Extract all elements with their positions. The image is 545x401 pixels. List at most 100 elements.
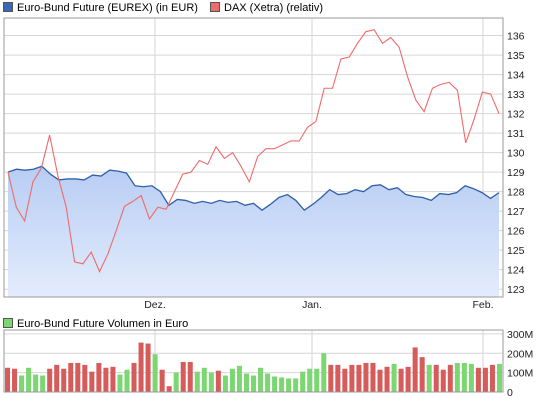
legend-item-bund: Euro-Bund Future (EUREX) (in EUR) <box>3 2 198 15</box>
volume-y-tick-label: 300M <box>507 329 533 341</box>
volume-bar <box>180 361 186 392</box>
volume-bar <box>229 368 235 392</box>
volume-bar <box>166 386 172 392</box>
legend-swatch-dax <box>210 2 220 13</box>
volume-bar <box>75 362 81 392</box>
volume-bar <box>265 373 271 392</box>
y-tick-label: 126 <box>507 226 525 238</box>
legend-swatch-volume <box>3 318 13 329</box>
volume-bar <box>145 343 151 392</box>
volume-y-tick-label: 0 <box>507 387 513 399</box>
y-tick-label: 129 <box>507 167 525 179</box>
volume-bar <box>124 369 130 392</box>
volume-bar <box>131 362 137 392</box>
volume-bar <box>47 368 53 392</box>
y-tick-label: 128 <box>507 187 525 199</box>
volume-bar <box>412 347 418 392</box>
volume-bar <box>89 371 95 392</box>
volume-bar <box>293 378 299 392</box>
volume-bar <box>68 362 74 392</box>
volume-bar <box>496 363 502 392</box>
volume-bar <box>279 377 285 392</box>
volume-bar <box>117 374 123 392</box>
y-tick-label: 130 <box>507 148 525 160</box>
volume-bar <box>201 367 207 392</box>
volume-bar <box>300 371 306 392</box>
volume-bar <box>321 353 327 392</box>
volume-plot-frame <box>3 329 504 393</box>
volume-bar <box>215 370 221 392</box>
volume-bar <box>363 362 369 392</box>
volume-bar <box>33 374 39 392</box>
bund-area <box>8 166 499 297</box>
volume-bar <box>384 366 390 392</box>
volume-bar <box>250 375 257 392</box>
volume-bar <box>152 354 158 392</box>
y-tick-label: 124 <box>507 265 525 277</box>
volume-y-tick-label: 200M <box>507 348 533 360</box>
volume-bar <box>96 362 102 392</box>
volume-bar <box>222 375 228 392</box>
volume-bar <box>342 368 348 392</box>
volume-bar <box>19 375 25 392</box>
volume-bar <box>307 368 313 392</box>
volume-bar <box>405 366 411 392</box>
volume-bar <box>5 367 11 392</box>
y-tick-label: 134 <box>507 70 525 82</box>
y-tick-label: 127 <box>507 206 525 218</box>
volume-bar <box>103 367 109 392</box>
volume-bar <box>440 369 446 392</box>
volume-bar <box>447 364 453 393</box>
volume-bar <box>26 367 32 392</box>
volume-bar <box>159 369 165 392</box>
volume-bar <box>454 362 460 392</box>
volume-bar <box>356 364 362 393</box>
volume-bar <box>426 364 432 393</box>
volume-bar <box>370 362 376 392</box>
volume-bar <box>82 364 88 393</box>
volume-bar <box>433 364 439 393</box>
y-tick-label: 123 <box>507 284 525 296</box>
volume-bar <box>391 363 397 392</box>
y-tick-label: 125 <box>507 245 525 257</box>
bund-series-line <box>7 165 500 212</box>
y-tick-label: 135 <box>507 50 525 62</box>
volume-bar <box>482 367 488 392</box>
volume-bar <box>314 368 320 392</box>
volume-bar <box>54 364 60 393</box>
volume-bar <box>173 372 179 393</box>
volume-bar <box>419 357 425 393</box>
volume-bar <box>328 364 334 393</box>
main-plot-frame <box>3 17 504 298</box>
legend-swatch-bund <box>3 2 13 13</box>
volume-bar <box>489 364 495 393</box>
volume-bar <box>138 342 144 392</box>
x-tick-label: Feb. <box>472 299 493 311</box>
volume-bar <box>398 368 404 392</box>
volume-bar <box>468 363 474 392</box>
legend-item-dax: DAX (Xetra) (relativ) <box>210 2 323 15</box>
volume-bar <box>40 375 46 392</box>
legend-label-bund: Euro-Bund Future (EUREX) (in EUR) <box>17 2 198 14</box>
volume-bar <box>12 368 18 392</box>
volume-bar <box>61 368 67 392</box>
legend-label-dax: DAX (Xetra) (relativ) <box>224 2 324 14</box>
y-tick-label: 133 <box>507 89 525 101</box>
volume-bar <box>258 367 264 392</box>
volume-y-tick-label: 100M <box>507 368 533 380</box>
volume-bar <box>236 365 242 392</box>
volume-bar <box>286 378 292 392</box>
volume-bar <box>208 372 214 393</box>
volume-bar <box>377 369 383 392</box>
volume-bar <box>461 362 467 392</box>
x-tick-label: Jan. <box>302 299 322 311</box>
y-tick-label: 132 <box>507 109 525 121</box>
y-tick-label: 131 <box>507 128 525 140</box>
volume-bar <box>475 367 481 392</box>
volume-bar <box>272 376 278 392</box>
y-tick-label: 136 <box>507 31 525 43</box>
legend-label-volume: Euro-Bund Future Volumen in Euro <box>17 318 189 330</box>
x-tick-label: Dez. <box>144 299 166 311</box>
volume-bar <box>243 373 249 392</box>
